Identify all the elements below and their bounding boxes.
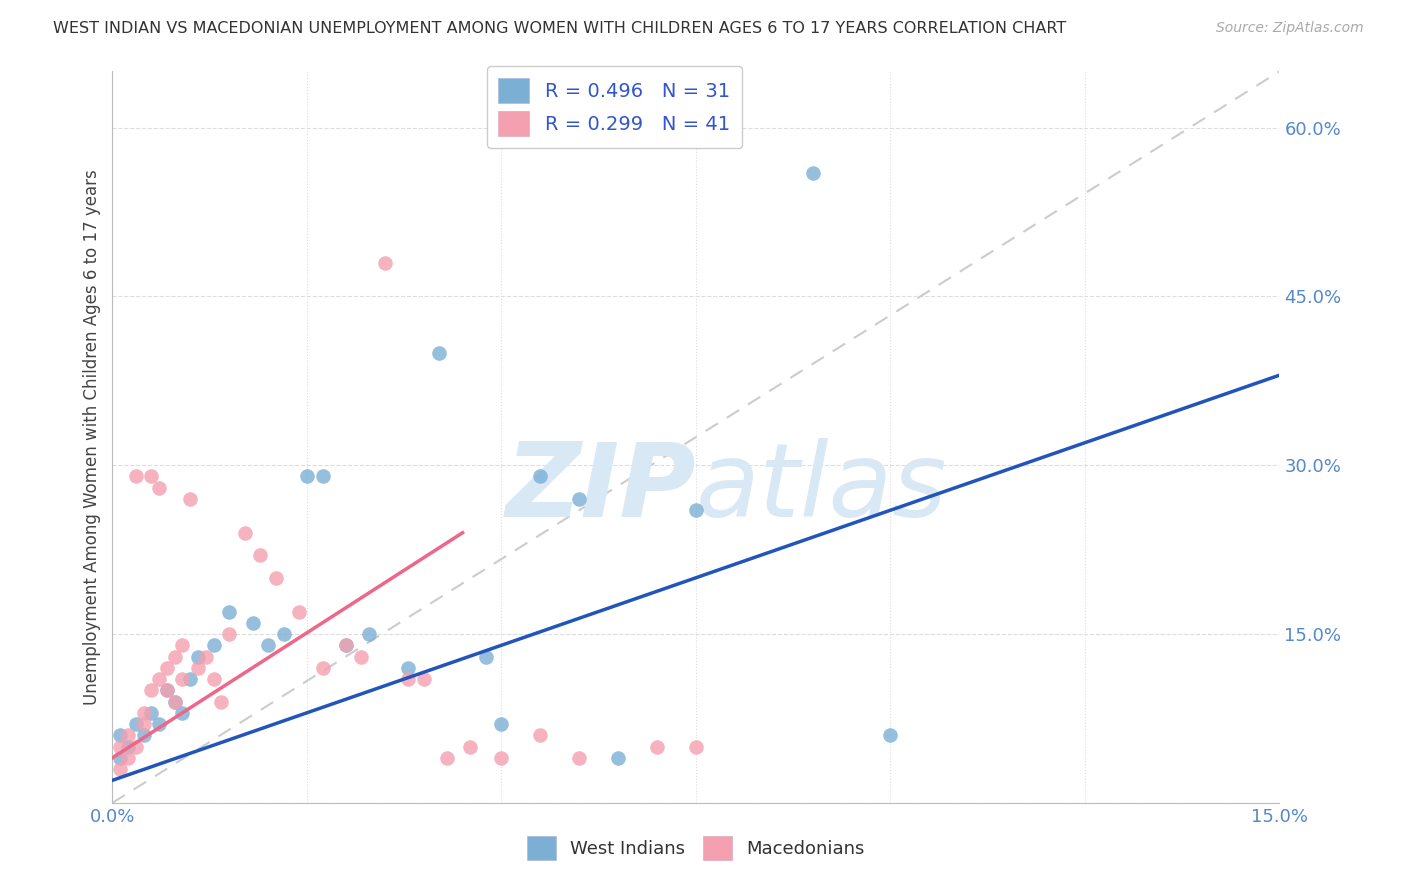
Point — [202, 638, 225, 652]
Point — [218, 605, 240, 619]
Point — [110, 762, 132, 776]
Point — [427, 345, 450, 359]
Point — [491, 717, 513, 731]
Point — [132, 706, 155, 720]
Point — [163, 694, 186, 708]
Point — [645, 739, 668, 754]
Point — [148, 481, 170, 495]
Point — [475, 649, 498, 664]
Point — [460, 739, 482, 754]
Point — [801, 166, 824, 180]
Point — [148, 672, 170, 686]
Point — [172, 706, 194, 720]
Point — [273, 627, 295, 641]
Point — [396, 661, 419, 675]
Point — [156, 683, 179, 698]
Point — [163, 694, 186, 708]
Point — [156, 683, 179, 698]
Point — [141, 683, 163, 698]
Point — [117, 751, 139, 765]
Text: atlas: atlas — [696, 438, 948, 538]
Point — [209, 694, 232, 708]
Point — [187, 661, 209, 675]
Point — [179, 672, 201, 686]
Point — [359, 627, 381, 641]
Point — [311, 469, 333, 483]
Point — [110, 751, 132, 765]
Point — [194, 649, 217, 664]
Point — [187, 649, 209, 664]
Point — [172, 638, 194, 652]
Point — [607, 751, 630, 765]
Point — [685, 739, 707, 754]
Point — [685, 503, 707, 517]
Point — [335, 638, 357, 652]
Point — [288, 605, 311, 619]
Text: WEST INDIAN VS MACEDONIAN UNEMPLOYMENT AMONG WOMEN WITH CHILDREN AGES 6 TO 17 YE: WEST INDIAN VS MACEDONIAN UNEMPLOYMENT A… — [53, 21, 1067, 36]
Point — [156, 661, 179, 675]
Point — [879, 728, 901, 742]
Point — [233, 525, 256, 540]
Point — [132, 717, 155, 731]
Point — [412, 672, 434, 686]
Point — [163, 649, 186, 664]
Point — [141, 469, 163, 483]
Point — [374, 255, 396, 269]
Point — [141, 706, 163, 720]
Point — [110, 728, 132, 742]
Point — [249, 548, 271, 562]
Text: ZIP: ZIP — [505, 438, 696, 539]
Point — [132, 728, 155, 742]
Point — [257, 638, 280, 652]
Point — [350, 649, 373, 664]
Point — [529, 469, 551, 483]
Point — [218, 627, 240, 641]
Point — [568, 491, 591, 506]
Point — [311, 661, 333, 675]
Point — [125, 739, 148, 754]
Y-axis label: Unemployment Among Women with Children Ages 6 to 17 years: Unemployment Among Women with Children A… — [83, 169, 101, 705]
Point — [179, 491, 201, 506]
Point — [396, 672, 419, 686]
Point — [110, 739, 132, 754]
Point — [172, 672, 194, 686]
Point — [436, 751, 458, 765]
Point — [117, 739, 139, 754]
Point — [529, 728, 551, 742]
Point — [568, 751, 591, 765]
Point — [295, 469, 318, 483]
Point — [117, 728, 139, 742]
Legend: West Indians, Macedonians: West Indians, Macedonians — [520, 830, 872, 867]
Point — [125, 469, 148, 483]
Text: Source: ZipAtlas.com: Source: ZipAtlas.com — [1216, 21, 1364, 35]
Point — [264, 571, 287, 585]
Point — [242, 615, 264, 630]
Point — [335, 638, 357, 652]
Point — [148, 717, 170, 731]
Point — [202, 672, 225, 686]
Point — [125, 717, 148, 731]
Point — [491, 751, 513, 765]
